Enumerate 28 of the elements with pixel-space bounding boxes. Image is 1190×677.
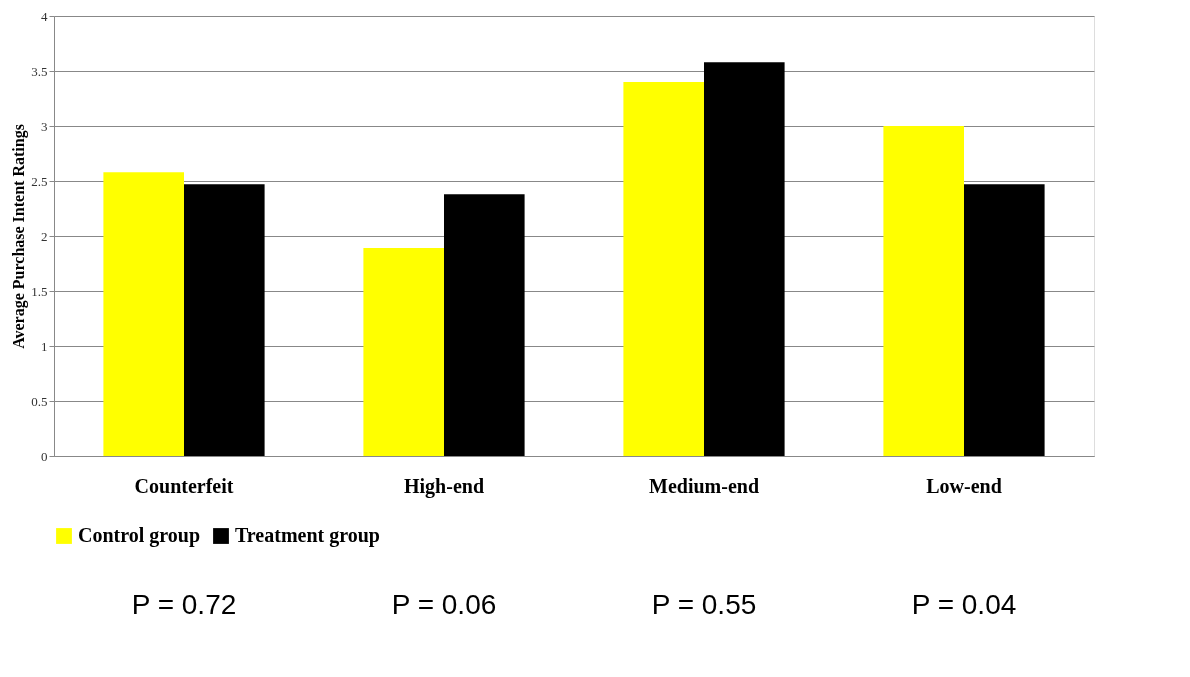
x-tick-label: Counterfeit: [134, 474, 234, 497]
x-tick-label: High-end: [403, 474, 485, 498]
x-tick-label: Medium-end: [649, 474, 759, 497]
bar: [623, 82, 704, 456]
text: P = 0.04: [911, 589, 1017, 620]
bar: [103, 172, 184, 456]
y-axis-title: Average Purchase Intent Ratings: [10, 124, 29, 349]
y-tick-label: 3.5: [31, 63, 48, 79]
bar: [883, 126, 964, 456]
legend-label: Control group: [78, 524, 201, 547]
text: P = 0.72: [131, 589, 237, 620]
bar: [363, 248, 444, 456]
y-tick-label: 0: [41, 448, 48, 464]
y-tick-label: 2.5: [31, 173, 48, 189]
y-tick-label: 3: [41, 118, 48, 134]
x-tick-label: Low-end: [926, 474, 1002, 497]
y-tick-label: 1.5: [31, 283, 48, 299]
bar: [184, 184, 265, 456]
text: P = 0.55: [651, 589, 757, 620]
bar: [704, 62, 785, 456]
y-tick-label: 2: [41, 228, 48, 244]
y-tick-label: 0.5: [31, 393, 48, 409]
bar: [964, 184, 1045, 456]
legend-label: Treatment group: [235, 524, 380, 547]
y-tick-label: 1: [41, 338, 48, 354]
text: P = 0.06: [391, 589, 497, 620]
y-tick-label: 4: [41, 8, 48, 24]
bar: [444, 194, 525, 456]
